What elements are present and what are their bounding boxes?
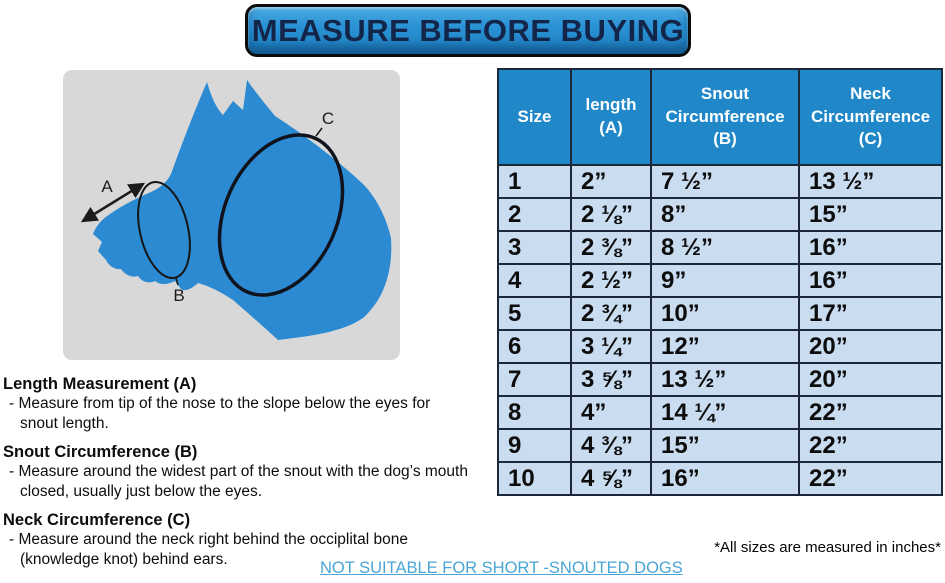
table-row: 4 2 ½” 9” 16”	[497, 263, 943, 298]
snout-cell: 8”	[650, 197, 800, 232]
label-c-tick	[315, 127, 323, 137]
table-row: 5 2 ¾” 10” 17”	[497, 296, 943, 331]
label-a: A	[101, 177, 113, 196]
label-c: C	[322, 109, 334, 128]
length-measurement-text: snout length.	[20, 415, 109, 432]
snout-cell: 7 ½”	[650, 164, 800, 199]
neck-cell: 20”	[798, 329, 943, 364]
sizes-in-inches-note: *All sizes are measured in inches*	[714, 539, 941, 556]
table-row: 3 2 ⅜” 8 ½” 16”	[497, 230, 943, 265]
size-cell: 10	[497, 461, 572, 496]
measure-before-buying-banner: MEASURE BEFORE BUYING	[245, 4, 691, 57]
neck-cell: 17”	[798, 296, 943, 331]
neck-cell: 15”	[798, 197, 943, 232]
length-column-header: length (A)	[570, 68, 652, 166]
neck-cell: 22”	[798, 461, 943, 496]
table-row: 7 3 ⅝” 13 ½” 20”	[497, 362, 943, 397]
length-cell: 4 ⅝”	[570, 461, 652, 496]
length-cell: 4”	[570, 395, 652, 430]
snout-circumference-loop	[137, 180, 191, 280]
size-cell: 6	[497, 329, 572, 364]
neck-cell: 20”	[798, 362, 943, 397]
snout-cell: 15”	[650, 428, 800, 463]
length-measurement-heading: Length Measurement (A)	[3, 375, 197, 393]
length-cell: 3 ⅝”	[570, 362, 652, 397]
snout-circumference-column-header: Snout Circumference (B)	[650, 68, 800, 166]
snout-cell: 9”	[650, 263, 800, 298]
length-measurement-instructions: Length Measurement (A) - Measure from ti…	[3, 374, 495, 434]
snout-circumference-instructions: Snout Circumference (B) - Measure around…	[3, 442, 495, 502]
neck-cell: 13 ½”	[798, 164, 943, 199]
measurement-instructions: Length Measurement (A) - Measure from ti…	[3, 374, 495, 578]
table-row: 10 4 ⅝” 16” 22”	[497, 461, 943, 496]
snout-circumference-text: - Measure around the widest part of the …	[9, 463, 468, 480]
length-measurement-arrow	[80, 182, 146, 223]
length-cell: 2 ¾”	[570, 296, 652, 331]
size-cell: 8	[497, 395, 572, 430]
label-b-tick	[175, 277, 179, 286]
length-cell: 2 ⅜”	[570, 230, 652, 265]
table-row: 2 2 ⅛” 8” 15”	[497, 197, 943, 232]
neck-circumference-text: - Measure around the neck right behind t…	[9, 531, 408, 548]
snout-circumference-heading: Snout Circumference (B)	[3, 443, 198, 461]
size-cell: 1	[497, 164, 572, 199]
table-row: 1 2” 7 ½” 13 ½”	[497, 164, 943, 199]
table-header-row: Size length (A) Snout Circumference (B) …	[497, 68, 943, 166]
length-measurement-text: - Measure from tip of the nose to the sl…	[9, 395, 431, 412]
neck-cell: 16”	[798, 230, 943, 265]
size-cell: 2	[497, 197, 572, 232]
table-row: 8 4” 14 ¼” 22”	[497, 395, 943, 430]
size-cell: 4	[497, 263, 572, 298]
table-row: 9 4 ⅜” 15” 22”	[497, 428, 943, 463]
neck-circumference-text: (knowledge knot) behind ears.	[20, 551, 228, 568]
not-suitable-link[interactable]: NOT SUITABLE FOR SHORT -SNOUTED DOGS	[320, 559, 683, 577]
size-cell: 9	[497, 428, 572, 463]
neck-circumference-column-header: Neck Circumference (C)	[798, 68, 943, 166]
size-column-header: Size	[497, 68, 572, 166]
neck-cell: 22”	[798, 395, 943, 430]
snout-cell: 8 ½”	[650, 230, 800, 265]
neck-cell: 22”	[798, 428, 943, 463]
snout-cell: 10”	[650, 296, 800, 331]
dog-head-svg: B C A	[80, 80, 392, 340]
length-cell: 2 ⅛”	[570, 197, 652, 232]
length-cell: 2”	[570, 164, 652, 199]
snout-cell: 14 ¼”	[650, 395, 800, 430]
length-cell: 3 ¼”	[570, 329, 652, 364]
size-chart-table: Size length (A) Snout Circumference (B) …	[497, 68, 943, 496]
label-b: B	[173, 286, 184, 305]
neck-circumference-heading: Neck Circumference (C)	[3, 511, 191, 529]
neck-circumference-instructions: Neck Circumference (C) - Measure around …	[3, 510, 495, 570]
length-cell: 4 ⅜”	[570, 428, 652, 463]
neck-circumference-loop	[217, 133, 345, 297]
size-cell: 7	[497, 362, 572, 397]
neck-cell: 16”	[798, 263, 943, 298]
length-cell: 2 ½”	[570, 263, 652, 298]
size-cell: 3	[497, 230, 572, 265]
dog-silhouette	[93, 80, 392, 340]
snout-circumference-text: closed, usually just below the eyes.	[20, 483, 263, 500]
size-cell: 5	[497, 296, 572, 331]
snout-cell: 16”	[650, 461, 800, 496]
snout-cell: 12”	[650, 329, 800, 364]
table-row: 6 3 ¼” 12” 20”	[497, 329, 943, 364]
snout-cell: 13 ½”	[650, 362, 800, 397]
dog-head-diagram: B C A	[63, 70, 400, 360]
